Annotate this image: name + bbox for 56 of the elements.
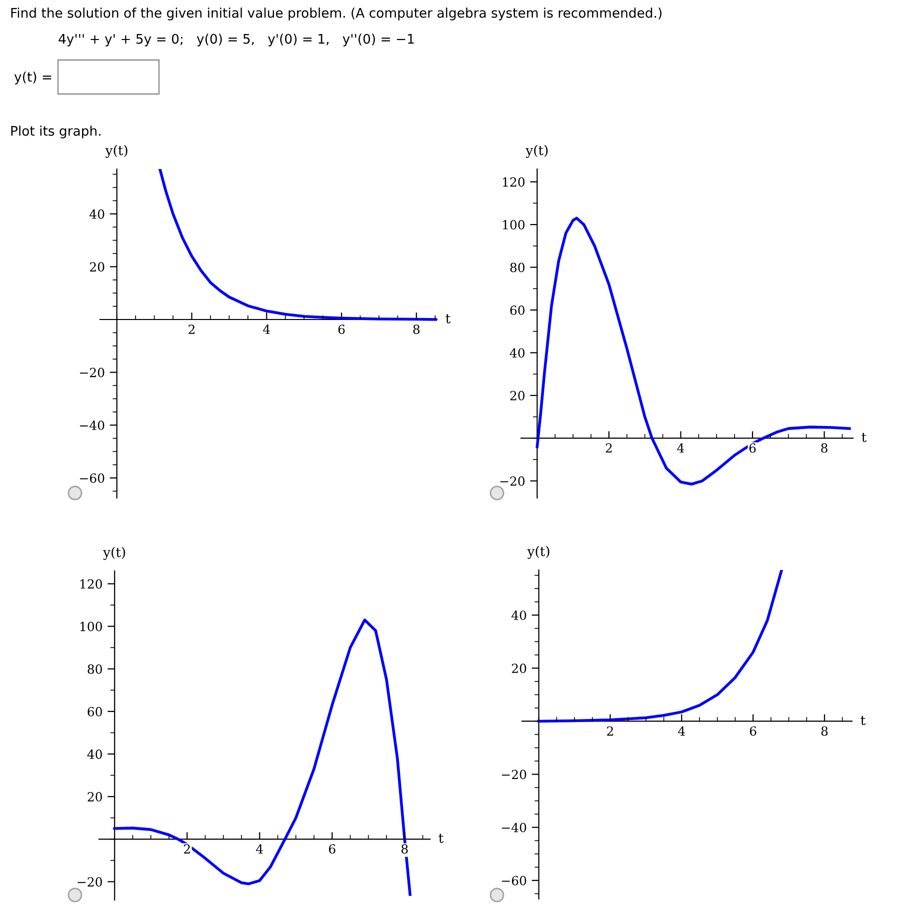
x-tick-label: 2	[607, 726, 613, 736]
x-tick-label: 8	[821, 726, 828, 736]
x-tick-label: 4	[677, 443, 684, 453]
x-tick-label: 2	[184, 844, 190, 854]
y-tick-label: −20	[80, 368, 104, 378]
x-axis-title: t	[860, 716, 866, 726]
y-tick-label: 120	[80, 579, 102, 589]
x-tick-label: 4	[256, 844, 263, 854]
y-tick-label: 20	[88, 792, 102, 802]
x-tick-label: 4	[678, 726, 685, 736]
y-tick-label: 100	[80, 622, 102, 632]
y-tick-label: −40	[80, 420, 104, 430]
text: Plot its graph.	[11, 126, 100, 138]
y-tick-label: 80	[510, 262, 525, 272]
text: y(t) =	[14, 72, 52, 84]
x-tick-label: 6	[749, 443, 756, 453]
text: 4y''' + y' + 5y = 0; y(0) = 5, y'(0) = 1, y''(0) = −1	[58, 34, 414, 46]
line-series	[158, 169, 437, 321]
x-tick-label: 8	[821, 443, 828, 453]
x-tick-label: 8	[401, 844, 408, 854]
y-tick-label: −20	[78, 877, 102, 887]
line-series	[113, 618, 412, 896]
y-tick-label: −60	[502, 876, 526, 886]
x-tick-label: 2	[606, 443, 612, 453]
y-tick-label: 20	[90, 262, 104, 272]
y-tick-label: 20	[510, 390, 525, 400]
y-tick-label: 60	[88, 706, 102, 716]
text: Find the solution of the given initial value problem. (A computer algebra system is recommended.)	[11, 8, 662, 20]
line-series	[537, 570, 784, 723]
x-tick-label: 4	[263, 324, 270, 334]
y-axis-title: y(t)	[527, 546, 550, 559]
y-tick-label: 80	[88, 664, 102, 674]
y-tick-label: 40	[90, 209, 104, 219]
x-axis-title: t	[446, 314, 451, 324]
y-axis-title: y(t)	[103, 546, 126, 560]
y-tick-label: −20	[500, 476, 525, 486]
y-tick-label: 40	[87, 749, 102, 759]
y-tick-label: −40	[502, 822, 526, 832]
x-tick-label: 2	[188, 324, 194, 334]
y-tick-label: 40	[511, 610, 526, 620]
x-axis-title: t	[862, 432, 867, 442]
y-axis-title: y(t)	[105, 144, 128, 158]
y-tick-label: 60	[510, 305, 525, 315]
line-series	[536, 216, 851, 486]
y-tick-label: 20	[512, 664, 526, 674]
y-tick-label: 40	[510, 348, 525, 358]
y-axis-title: y(t)	[526, 144, 548, 158]
y-tick-label: 120	[503, 177, 525, 187]
x-tick-label: 6	[328, 844, 336, 854]
y-tick-label: 100	[503, 220, 525, 230]
y-tick-label: −60	[80, 473, 104, 483]
y-tick-label: −20	[502, 770, 526, 780]
x-axis-title: t	[438, 834, 444, 843]
x-tick-label: 6	[338, 324, 345, 334]
x-tick-label: 6	[750, 726, 756, 736]
x-tick-label: 8	[413, 324, 420, 334]
